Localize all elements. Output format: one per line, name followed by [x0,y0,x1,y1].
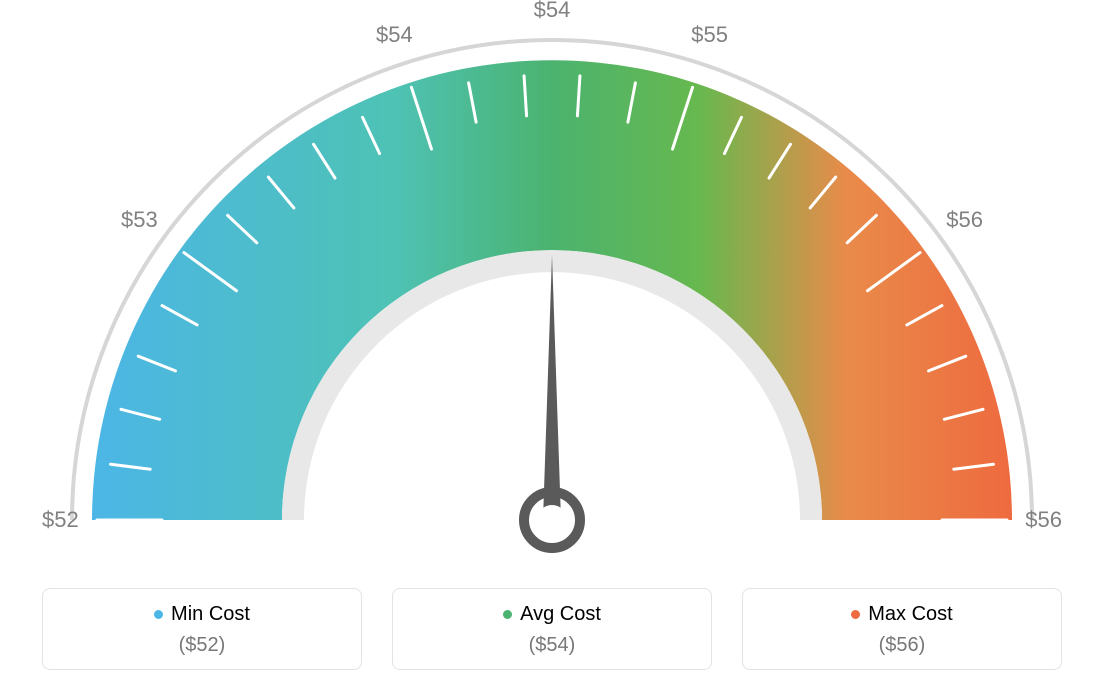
legend-value-avg: ($54) [403,634,701,657]
legend-dot-max [851,610,860,619]
svg-text:$54: $54 [376,22,413,47]
legend-value-max: ($56) [753,634,1051,657]
legend-title-avg: Avg Cost [520,603,601,626]
legend-dot-avg [503,610,512,619]
legend-box-max: Max Cost ($56) [742,588,1062,670]
svg-text:$56: $56 [946,207,983,232]
legend-row: Min Cost ($52) Avg Cost ($54) Max Cost (… [0,588,1104,670]
svg-text:$54: $54 [534,0,571,22]
svg-text:$53: $53 [121,207,158,232]
svg-text:$55: $55 [691,22,728,47]
gauge-chart: $52 $53 $54 $54 $55 $56 $56 [0,0,1104,560]
legend-title-max: Max Cost [868,603,952,626]
legend-title-min: Min Cost [171,603,250,626]
svg-text:$56: $56 [1025,507,1062,532]
legend-dot-min [154,610,163,619]
svg-text:$52: $52 [42,507,79,532]
legend-box-avg: Avg Cost ($54) [392,588,712,670]
legend-value-min: ($52) [53,634,351,657]
legend-box-min: Min Cost ($52) [42,588,362,670]
